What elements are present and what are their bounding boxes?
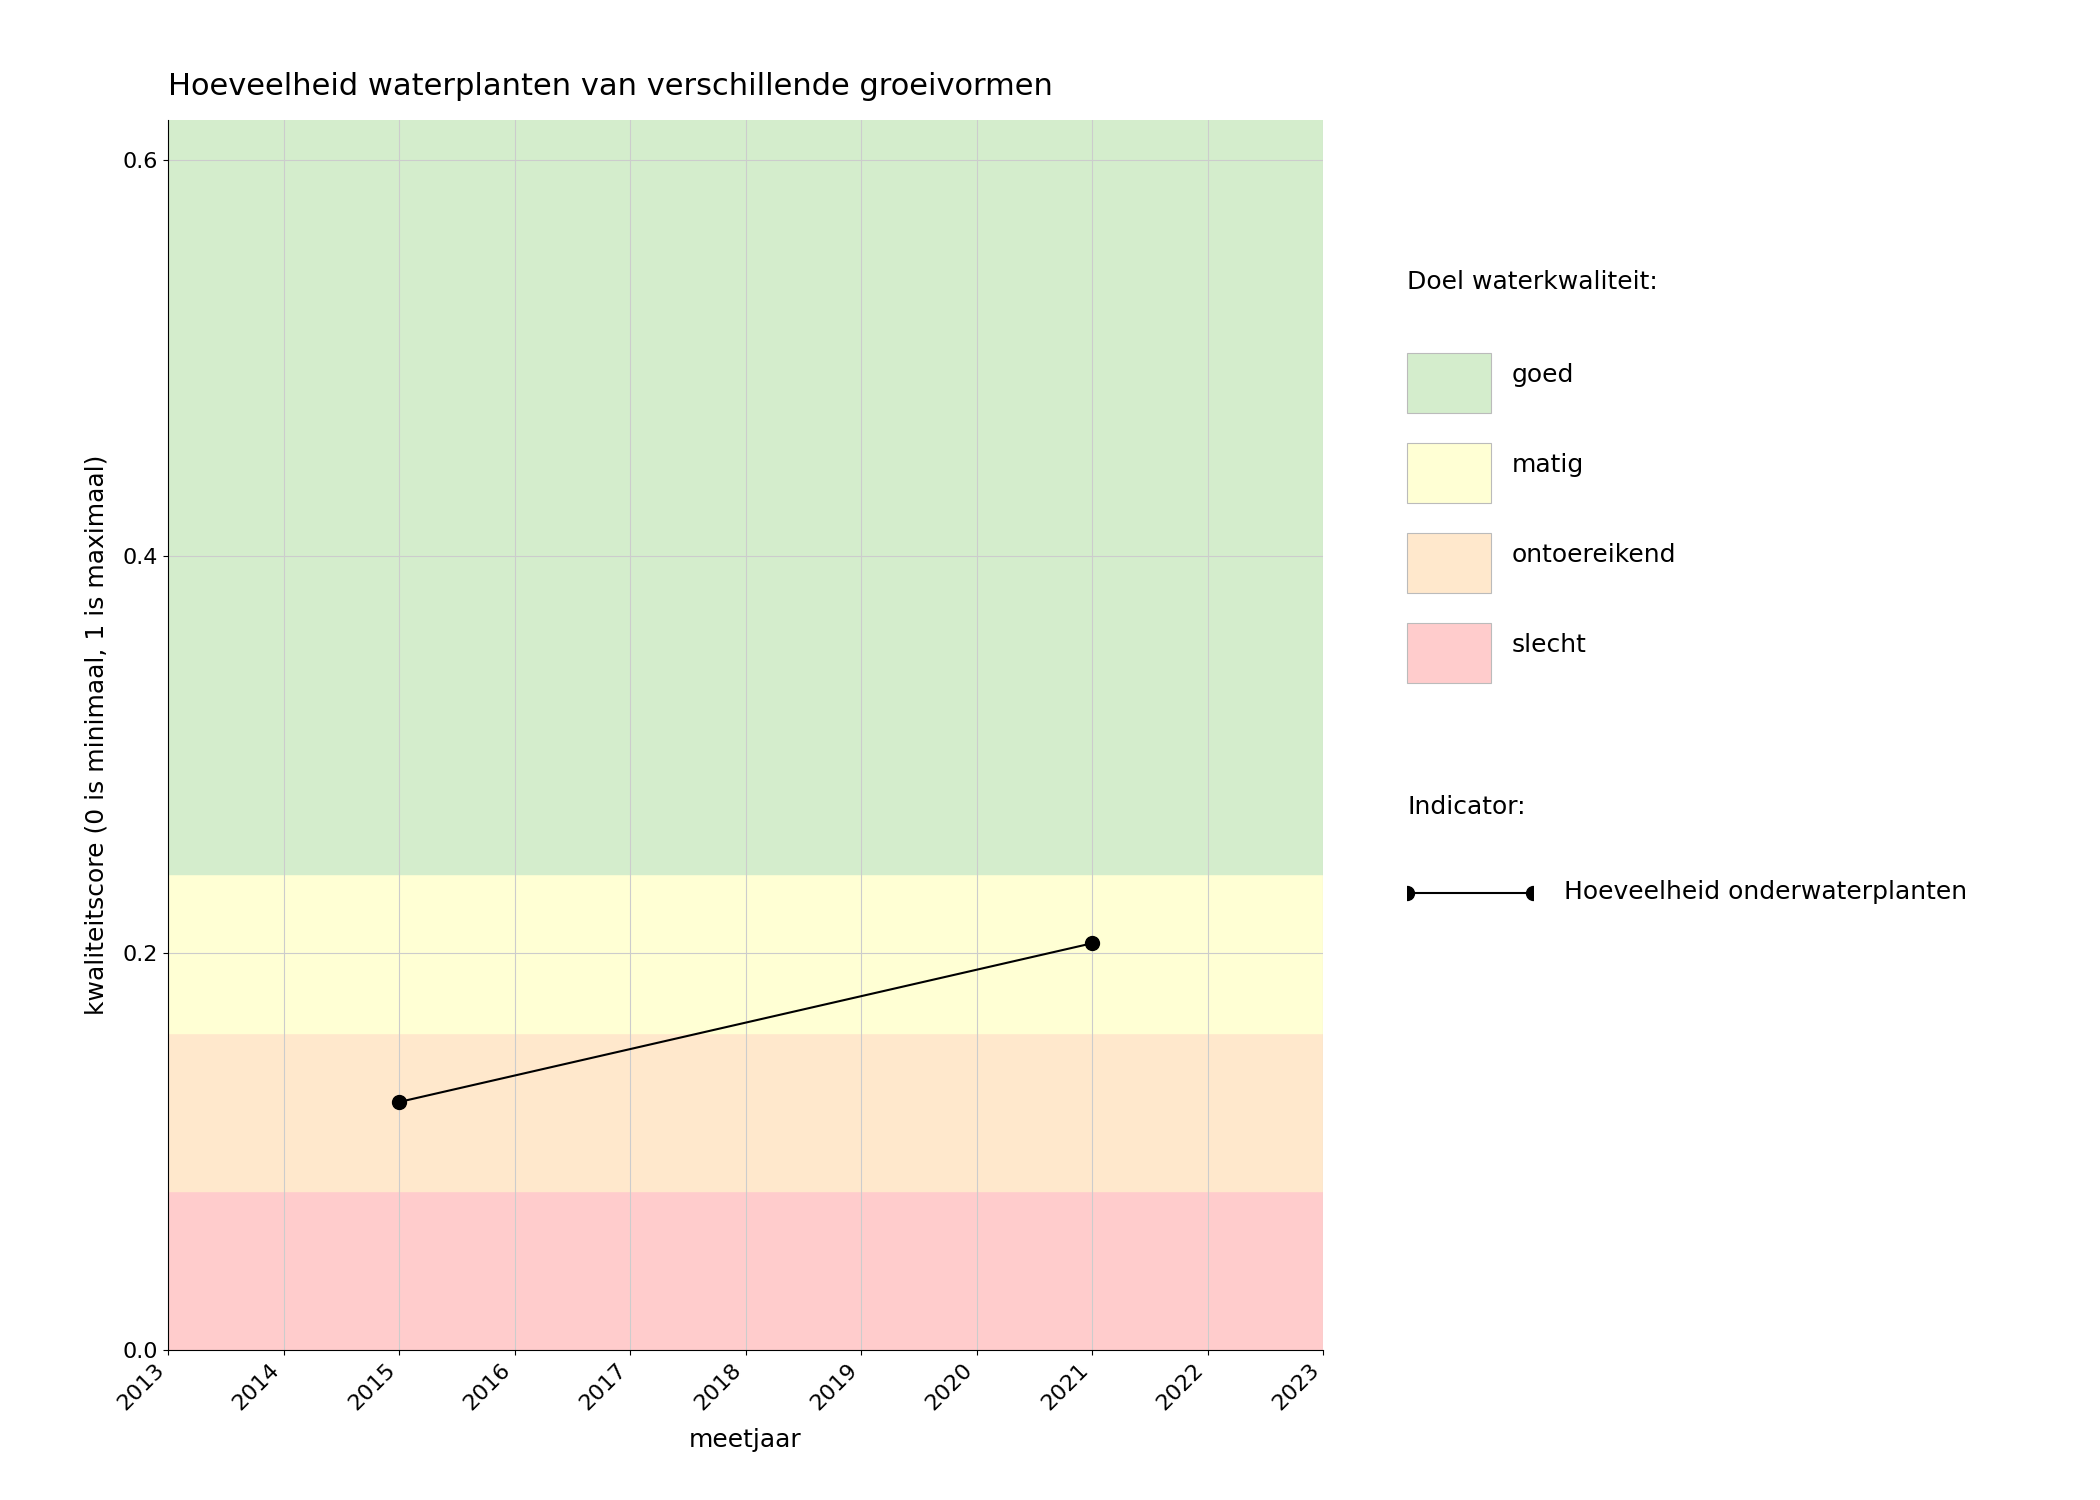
Text: Doel waterkwaliteit:: Doel waterkwaliteit: [1407, 270, 1657, 294]
Bar [168, 120, 1323, 874]
X-axis label: meetjaar: meetjaar [689, 1428, 802, 1452]
Text: Indicator:: Indicator: [1407, 795, 1525, 819]
Text: slecht: slecht [1512, 633, 1588, 657]
Text: Hoeveelheid onderwaterplanten: Hoeveelheid onderwaterplanten [1564, 880, 1968, 904]
Bar [168, 1032, 1323, 1191]
Text: goed: goed [1512, 363, 1575, 387]
Text: matig: matig [1512, 453, 1583, 477]
Bar [168, 1191, 1323, 1350]
Bar [168, 874, 1323, 1032]
Text: Hoeveelheid waterplanten van verschillende groeivormen: Hoeveelheid waterplanten van verschillen… [168, 72, 1052, 100]
Y-axis label: kwaliteitscore (0 is minimaal, 1 is maximaal): kwaliteitscore (0 is minimaal, 1 is maxi… [84, 454, 109, 1016]
Text: ontoereikend: ontoereikend [1512, 543, 1676, 567]
